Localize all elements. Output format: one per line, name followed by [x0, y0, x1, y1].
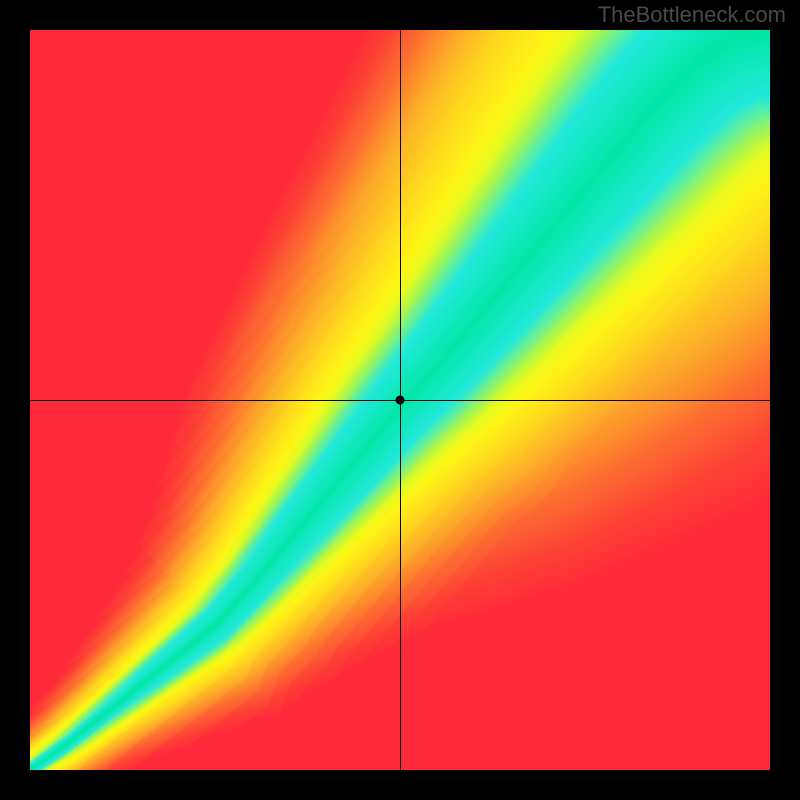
watermark-text: TheBottleneck.com: [598, 2, 786, 28]
crosshair-marker: [396, 396, 405, 405]
bottleneck-heatmap: [30, 30, 770, 770]
